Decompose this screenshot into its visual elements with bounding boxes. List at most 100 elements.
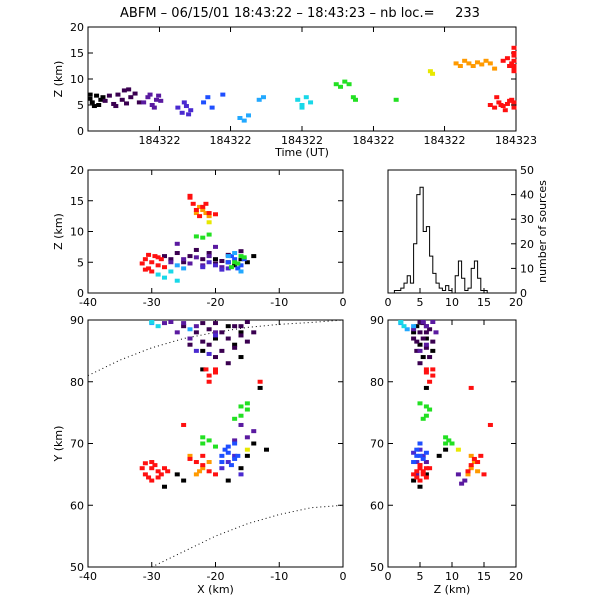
z_plan_view-point (430, 367, 436, 372)
plan_view-point (251, 441, 257, 446)
plan_view-point (206, 327, 212, 332)
plan_view-point (200, 463, 206, 468)
z_plan_view-point (414, 339, 420, 344)
plan_view-point (235, 453, 241, 458)
time_height-point (113, 104, 119, 109)
x_height-ytick-label: 10 (70, 226, 84, 239)
time_height-ylabel: Z (km) (52, 61, 65, 98)
time_height-point (175, 105, 181, 110)
z_plan_view-point (420, 355, 426, 360)
plan_view-point (142, 461, 148, 466)
time_height-point (487, 61, 493, 66)
z_plan_view-xtick-label: 15 (477, 570, 491, 583)
height_histogram-xtick-label: 10 (445, 296, 459, 309)
z_plan_view-point (455, 447, 461, 452)
time_height-point (132, 91, 138, 96)
time_height-point (427, 69, 433, 74)
plan_view-point (206, 351, 212, 356)
plan_view-point (203, 367, 209, 372)
time_height-point (246, 113, 251, 118)
x_height-point (168, 260, 174, 265)
x_height-point (238, 249, 244, 254)
x_height-point (193, 234, 199, 239)
time_height-xlabel: Time (UT) (274, 146, 329, 159)
z_plan_view-point (417, 453, 423, 458)
z_plan_view-point (411, 460, 417, 465)
z_plan_view-point (414, 475, 420, 480)
time_height-point (498, 103, 504, 107)
plan_view-point (232, 441, 238, 446)
plan_view-xtick-label: 0 (340, 570, 347, 583)
time_height-point (260, 95, 266, 100)
x_height-point (155, 272, 161, 277)
z_plan_view-point (427, 407, 433, 412)
z_plan_view-point (417, 320, 423, 324)
time_height-ytick-label: 20 (70, 21, 84, 34)
x_height-point (203, 201, 209, 206)
plan_view-point (149, 466, 155, 471)
height_histogram-xtick-label: 5 (417, 296, 424, 309)
z_plan_view-point (423, 472, 429, 477)
height_histogram-ylabel: number of sources (536, 180, 549, 283)
plan_view-point (193, 330, 199, 335)
x_height-point (149, 269, 155, 274)
z_plan_view-point (423, 460, 429, 465)
z_plan_view-point (471, 456, 477, 461)
time_height-ytick-label: 5 (77, 99, 84, 112)
x_height-point (155, 263, 161, 268)
time_height-point (462, 58, 468, 63)
plan_view-point (244, 453, 250, 458)
z_plan_view-ytick-label: 80 (370, 376, 384, 389)
time_height-point (474, 60, 480, 65)
plan_view-point (232, 456, 238, 461)
x_height-point (206, 251, 212, 256)
x_height-point (139, 261, 145, 266)
plan_view-point (193, 460, 199, 465)
plan_view-point (187, 453, 193, 458)
z_plan_view-point (411, 330, 417, 335)
z_plan_view-point (465, 469, 471, 474)
plan_view-point (155, 324, 161, 329)
x_height-ytick-label: 5 (77, 256, 84, 269)
time_height-point (100, 95, 106, 100)
plan_view-ytick-label: 90 (70, 314, 84, 327)
time_height-point (353, 97, 358, 102)
time_height-point (124, 101, 130, 106)
plan_view-point (146, 475, 152, 480)
plan_view-point (181, 321, 187, 326)
time_height-point (346, 82, 352, 87)
z_plan_view-point (417, 348, 423, 353)
plan_view-point (238, 324, 244, 329)
plan_view-point (213, 472, 218, 477)
x_height-point (152, 254, 158, 259)
plan_view-point (200, 339, 206, 344)
time_height-point (156, 93, 162, 98)
time_height-point (430, 71, 436, 76)
x_height-point (228, 254, 234, 259)
z_plan_view-point (401, 324, 407, 329)
plan_view-point (149, 478, 155, 483)
plan_view-point (213, 336, 218, 341)
x_height-point (235, 261, 241, 266)
time_height-point (511, 51, 517, 55)
z_plan_view-point (398, 320, 404, 324)
z_plan_view-point (411, 472, 417, 477)
plan_view-point (232, 345, 238, 350)
time_height-point (507, 64, 513, 68)
time_height-point (145, 95, 151, 100)
time_height-point (492, 66, 498, 71)
plan_view-point (244, 339, 250, 344)
plan_view-point (181, 324, 187, 329)
x_height-point (213, 257, 218, 262)
z_plan_view-point (423, 466, 429, 471)
time_height-point (483, 58, 489, 63)
height_histogram-ytick-label: 50 (520, 164, 534, 177)
z_plan_view-point (449, 441, 455, 446)
plan_view-point (219, 466, 225, 471)
z_plan_view-point (475, 460, 481, 465)
time_height-point (179, 110, 185, 115)
x_height-point (206, 260, 212, 265)
time_height-point (500, 58, 506, 63)
z_plan_view-point (423, 370, 429, 375)
